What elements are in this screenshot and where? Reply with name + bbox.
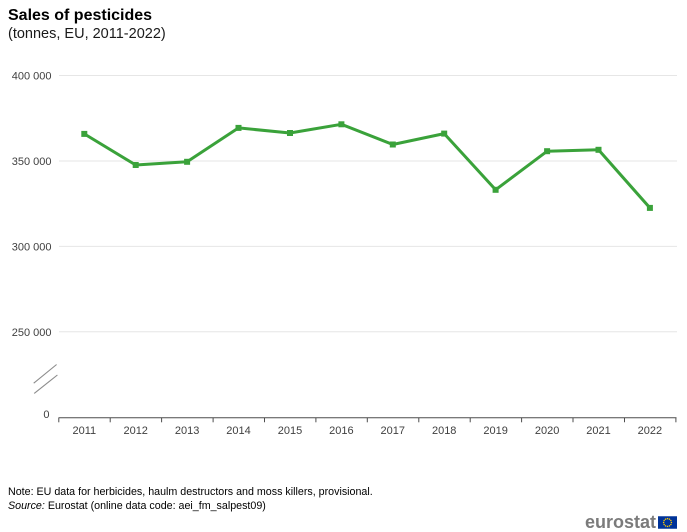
svg-text:2014: 2014 [226, 425, 250, 437]
svg-text:350 000: 350 000 [12, 156, 52, 168]
svg-text:2011: 2011 [72, 425, 96, 437]
svg-text:0: 0 [43, 409, 49, 421]
svg-text:2015: 2015 [278, 425, 302, 437]
svg-text:2013: 2013 [175, 425, 199, 437]
svg-text:2019: 2019 [483, 425, 507, 437]
svg-text:2022: 2022 [638, 425, 662, 437]
svg-text:2016: 2016 [329, 425, 353, 437]
svg-text:2012: 2012 [123, 425, 147, 437]
svg-text:250 000: 250 000 [12, 327, 52, 339]
svg-text:2018: 2018 [432, 425, 456, 437]
svg-text:300 000: 300 000 [12, 241, 52, 253]
svg-text:2017: 2017 [381, 425, 405, 437]
svg-text:2020: 2020 [535, 425, 559, 437]
svg-text:2021: 2021 [586, 425, 610, 437]
svg-text:400 000: 400 000 [12, 71, 52, 83]
